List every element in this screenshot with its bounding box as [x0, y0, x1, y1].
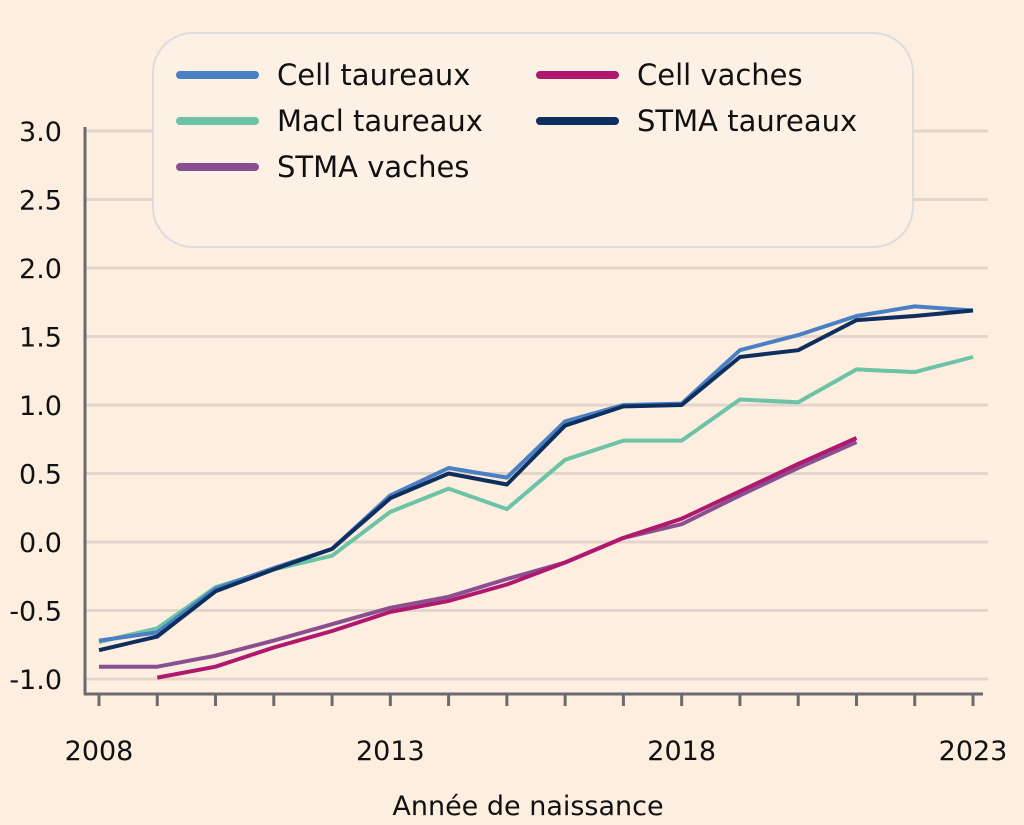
legend: Cell taureaux Cell vaches Macl taureaux STM… — [152, 32, 914, 248]
y-tick-label: 2.5 — [19, 186, 62, 217]
y-axis-ticks: 3.0 2.5 2.0 1.5 1.0 0.5 0.0 -0.5 -1.0 — [9, 117, 62, 696]
legend-label-cell-vaches: Cell vaches — [637, 58, 803, 92]
x-tick-label: 2023 — [939, 736, 1008, 767]
y-tick-label: 3.0 — [19, 117, 62, 148]
series-lines — [98, 304, 974, 680]
series-line-stma-taureaux — [98, 308, 974, 653]
x-tick-label: 2018 — [647, 736, 716, 767]
legend-box — [152, 32, 914, 248]
series-line-stma-vaches — [99, 440, 858, 669]
x-axis-title: Année de naissance — [392, 791, 663, 822]
y-tick-label: 1.0 — [19, 391, 62, 422]
x-tick-label: 2013 — [356, 736, 425, 767]
x-tick-label: 2008 — [65, 736, 134, 767]
series-line-cell-vaches — [156, 436, 858, 680]
y-tick-label: 1.5 — [19, 323, 62, 354]
y-tick-label: -0.5 — [9, 597, 62, 628]
y-tick-label: -1.0 — [9, 665, 62, 696]
y-tick-label: 2.0 — [19, 254, 62, 285]
legend-label-stma-taureaux: STMA taureaux — [637, 104, 857, 138]
y-tick-label: 0.5 — [19, 460, 62, 491]
y-tick-label: 0.0 — [19, 528, 62, 559]
legend-label-stma-vaches: STMA vaches — [277, 150, 469, 184]
series-line-macl-taureaux — [98, 355, 974, 644]
x-axis-ticks: 2008 2013 2018 2023 — [65, 694, 1008, 767]
legend-label-cell-taureaux: Cell taureaux — [277, 58, 470, 92]
legend-label-macl-taureaux: Macl taureaux — [277, 104, 483, 138]
